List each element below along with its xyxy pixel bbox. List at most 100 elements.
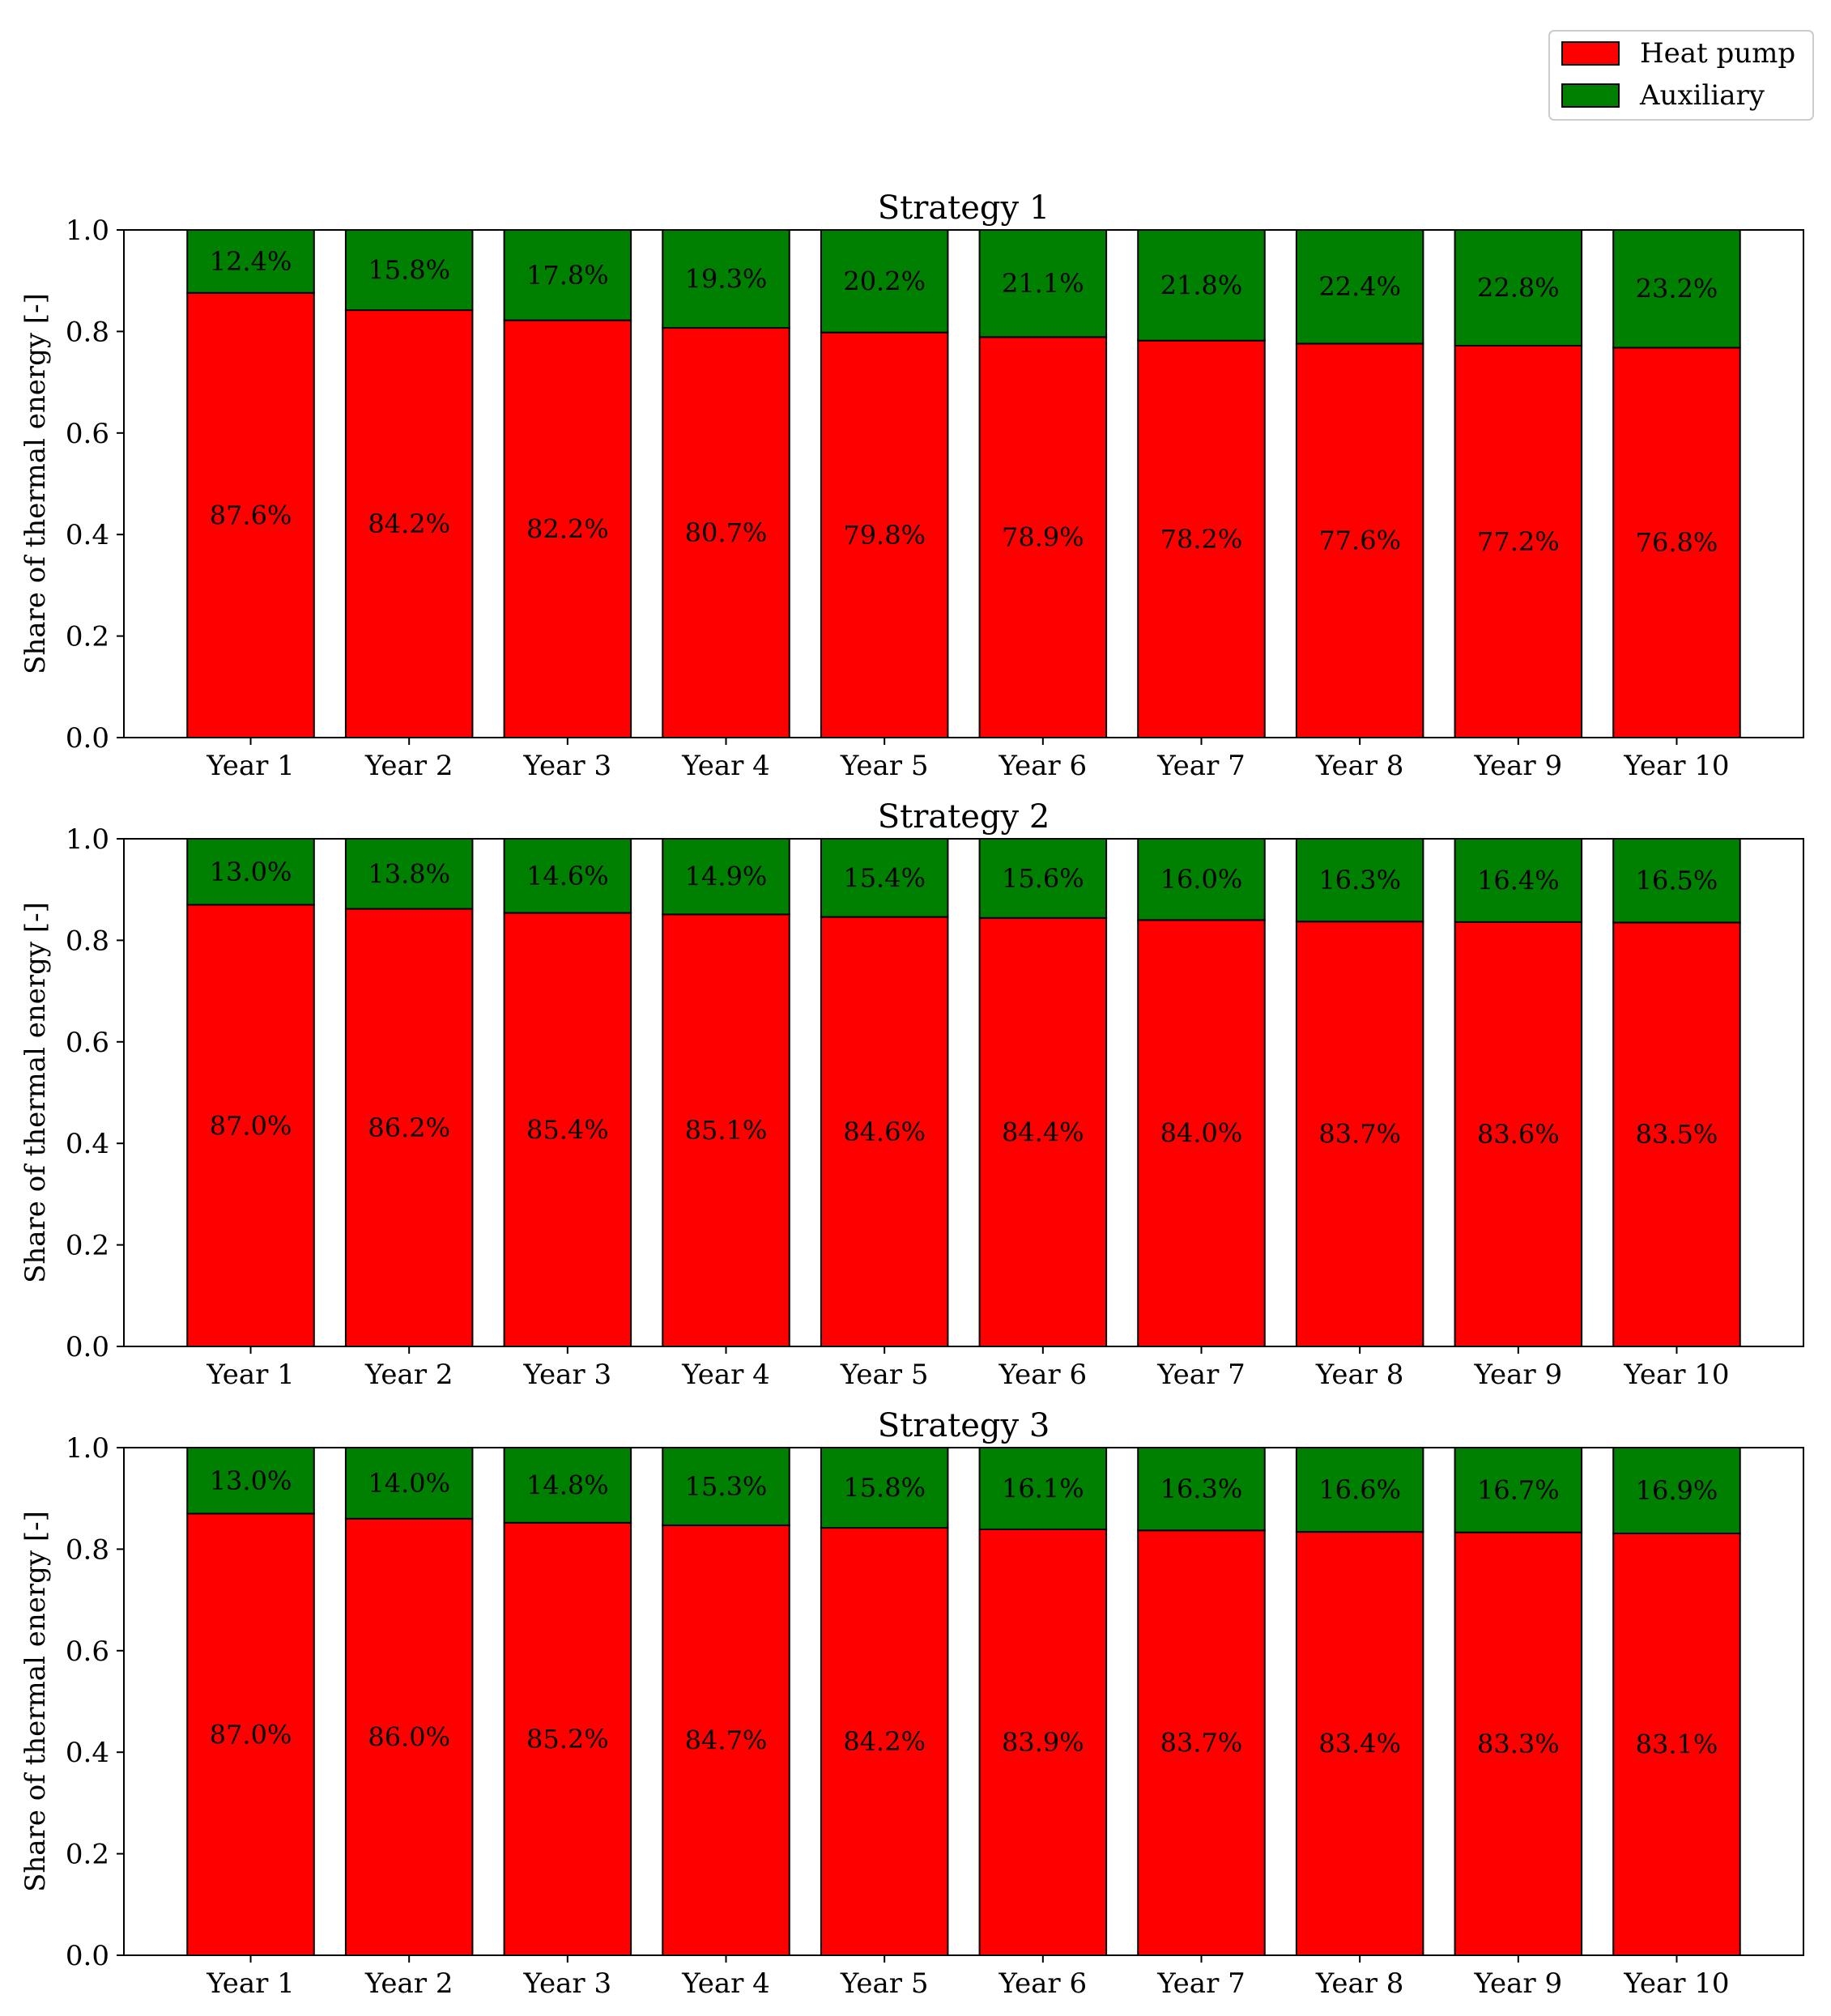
heat-pump-data-label: 83.9%: [1002, 1727, 1084, 1758]
legend-label-auxiliary: Auxiliary: [1639, 79, 1765, 112]
x-tick-label: Year 10: [1623, 750, 1729, 782]
auxiliary-data-label: 15.8%: [843, 1473, 926, 1503]
heat-pump-bar: [978, 1528, 1108, 1956]
y-tick-label: 0.8: [66, 316, 109, 348]
auxiliary-bar: [1612, 229, 1741, 349]
x-tick-label: Year 1: [206, 1967, 295, 2000]
x-tick-label: Year 8: [1315, 1967, 1404, 2000]
x-tick-label: Year 6: [999, 1967, 1088, 2000]
x-tick-label: Year 2: [364, 1967, 453, 2000]
auxiliary-data-label: 20.2%: [843, 266, 926, 296]
auxiliary-bar: [820, 1447, 949, 1529]
auxiliary-bar: [1137, 229, 1266, 342]
auxiliary-bar: [1454, 838, 1583, 923]
heat-pump-data-label: 86.2%: [368, 1112, 450, 1143]
chart-title-1: Strategy 1: [878, 189, 1050, 227]
y-tick-label: 1.0: [66, 215, 109, 247]
y-tick-label: 0.6: [66, 1635, 109, 1668]
x-tick-label: Year 10: [1623, 1359, 1729, 1391]
y-tick-label: 0.6: [66, 418, 109, 450]
y-tick-label: 1.0: [66, 1432, 109, 1465]
auxiliary-data-label: 14.8%: [526, 1469, 609, 1500]
heat-pump-data-label: 78.2%: [1160, 524, 1243, 555]
x-tick-label: Year 4: [681, 1359, 770, 1391]
heat-pump-bar: [1137, 919, 1266, 1347]
heat-pump-bar: [1295, 342, 1424, 738]
heat-pump-data-label: 83.5%: [1636, 1119, 1718, 1150]
x-tick-label: Year 7: [1156, 1359, 1246, 1391]
auxiliary-bar: [1612, 838, 1741, 924]
auxiliary-bar: [1454, 229, 1583, 347]
heat-pump-data-label: 85.4%: [526, 1114, 609, 1145]
heat-pump-bar: [344, 908, 474, 1347]
heat-pump-bar: [186, 291, 315, 738]
x-tick-label: Year 2: [364, 1359, 453, 1391]
heat-pump-bar: [1137, 339, 1266, 738]
auxiliary-data-label: 14.0%: [368, 1468, 450, 1499]
heat-pump-bar: [1454, 344, 1583, 738]
heat-pump-bar: [978, 336, 1108, 738]
chart-title-2: Strategy 2: [878, 798, 1050, 836]
auxiliary-bar: [503, 229, 632, 321]
y-tick-label: 0.0: [66, 1940, 109, 1972]
x-tick-label: Year 10: [1623, 1967, 1729, 2000]
heat-pump-bar: [186, 904, 315, 1347]
x-tick-label: Year 9: [1474, 1359, 1563, 1391]
auxiliary-data-label: 13.8%: [368, 858, 450, 889]
heat-pump-data-label: 83.1%: [1636, 1729, 1718, 1759]
auxiliary-data-label: 16.3%: [1160, 1474, 1243, 1504]
heat-pump-data-label: 77.6%: [1318, 525, 1401, 556]
auxiliary-data-label: 15.3%: [685, 1471, 768, 1502]
y-tick-label: 0.2: [66, 1839, 109, 1871]
x-tick-label: Year 6: [999, 750, 1088, 782]
heat-pump-data-label: 84.2%: [843, 1726, 926, 1757]
auxiliary-data-label: 16.1%: [1002, 1473, 1084, 1503]
auxiliary-data-label: 16.7%: [1477, 1474, 1560, 1505]
heat-pump-bar: [820, 916, 949, 1347]
auxiliary-bar: [1137, 838, 1266, 921]
heat-pump-bar: [820, 1527, 949, 1957]
heat-pump-bar: [344, 1517, 474, 1956]
y-axis-label-1: Share of thermal energy [-]: [19, 293, 52, 674]
auxiliary-bar: [1295, 229, 1424, 345]
auxiliary-data-label: 16.3%: [1318, 865, 1401, 895]
x-tick-label: Year 5: [840, 750, 929, 782]
heat-pump-data-label: 83.4%: [1318, 1729, 1401, 1759]
auxiliary-data-label: 15.6%: [1002, 863, 1084, 894]
auxiliary-data-label: 16.5%: [1636, 866, 1718, 896]
heat-pump-bar: [662, 327, 790, 738]
heat-pump-data-label: 83.7%: [1160, 1728, 1243, 1759]
auxiliary-bar: [820, 838, 949, 918]
auxiliary-data-label: 17.8%: [526, 260, 609, 291]
auxiliary-bar: [1612, 1447, 1741, 1534]
heat-pump-bar: [503, 1521, 632, 1956]
heat-pump-data-label: 86.0%: [368, 1721, 450, 1752]
heat-pump-data-label: 78.9%: [1002, 522, 1084, 553]
heat-pump-bar: [186, 1512, 315, 1956]
x-tick-label: Year 3: [523, 1359, 612, 1391]
heat-pump-data-label: 84.4%: [1002, 1116, 1084, 1147]
heat-pump-bar: [503, 319, 632, 738]
auxiliary-bar: [662, 838, 790, 916]
heat-pump-data-label: 84.7%: [685, 1725, 768, 1755]
auxiliary-bar: [186, 1447, 315, 1515]
y-tick-label: 0.6: [66, 1027, 109, 1059]
auxiliary-bar: [662, 1447, 790, 1526]
auxiliary-bar: [1454, 1447, 1583, 1533]
x-tick-label: Year 1: [206, 750, 295, 782]
heat-pump-bar: [1612, 1532, 1741, 1956]
legend-swatch-heat-pump: [1561, 41, 1620, 66]
heat-pump-data-label: 87.6%: [210, 500, 292, 530]
axes-frame-3: [123, 1447, 1804, 1956]
heat-pump-data-label: 87.0%: [210, 1110, 292, 1141]
heat-pump-data-label: 80.7%: [685, 517, 768, 548]
x-tick-label: Year 3: [523, 750, 612, 782]
heat-pump-data-label: 82.2%: [526, 513, 609, 544]
heat-pump-data-label: 77.2%: [1477, 526, 1560, 557]
auxiliary-bar: [186, 229, 315, 294]
auxiliary-bar: [1295, 838, 1424, 923]
y-tick-label: 1.0: [66, 823, 109, 856]
auxiliary-data-label: 16.9%: [1636, 1475, 1718, 1506]
y-tick-label: 0.8: [66, 1533, 109, 1566]
heat-pump-data-label: 79.8%: [843, 520, 926, 551]
